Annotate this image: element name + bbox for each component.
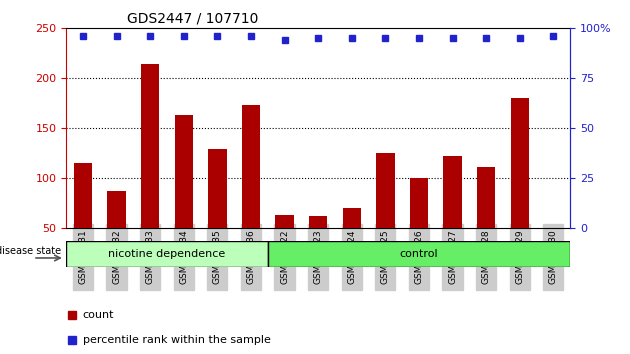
Text: disease state: disease state xyxy=(0,246,61,256)
Bar xyxy=(208,149,227,278)
Bar xyxy=(107,191,126,278)
Bar xyxy=(175,115,193,278)
Text: GDS2447 / 107710: GDS2447 / 107710 xyxy=(127,12,258,26)
Bar xyxy=(242,105,260,278)
Bar xyxy=(74,163,92,278)
Text: control: control xyxy=(399,249,438,259)
Bar xyxy=(66,241,268,267)
Bar xyxy=(477,167,495,278)
Bar xyxy=(309,216,328,278)
Bar xyxy=(141,64,159,278)
Text: percentile rank within the sample: percentile rank within the sample xyxy=(83,335,271,344)
Bar xyxy=(444,156,462,278)
Bar xyxy=(343,208,361,278)
Bar xyxy=(268,241,570,267)
Text: nicotine dependence: nicotine dependence xyxy=(108,249,226,259)
Bar xyxy=(510,98,529,278)
Bar xyxy=(275,215,294,278)
Text: count: count xyxy=(83,310,114,320)
Bar xyxy=(376,153,394,278)
Bar xyxy=(544,228,563,278)
Bar xyxy=(410,178,428,278)
